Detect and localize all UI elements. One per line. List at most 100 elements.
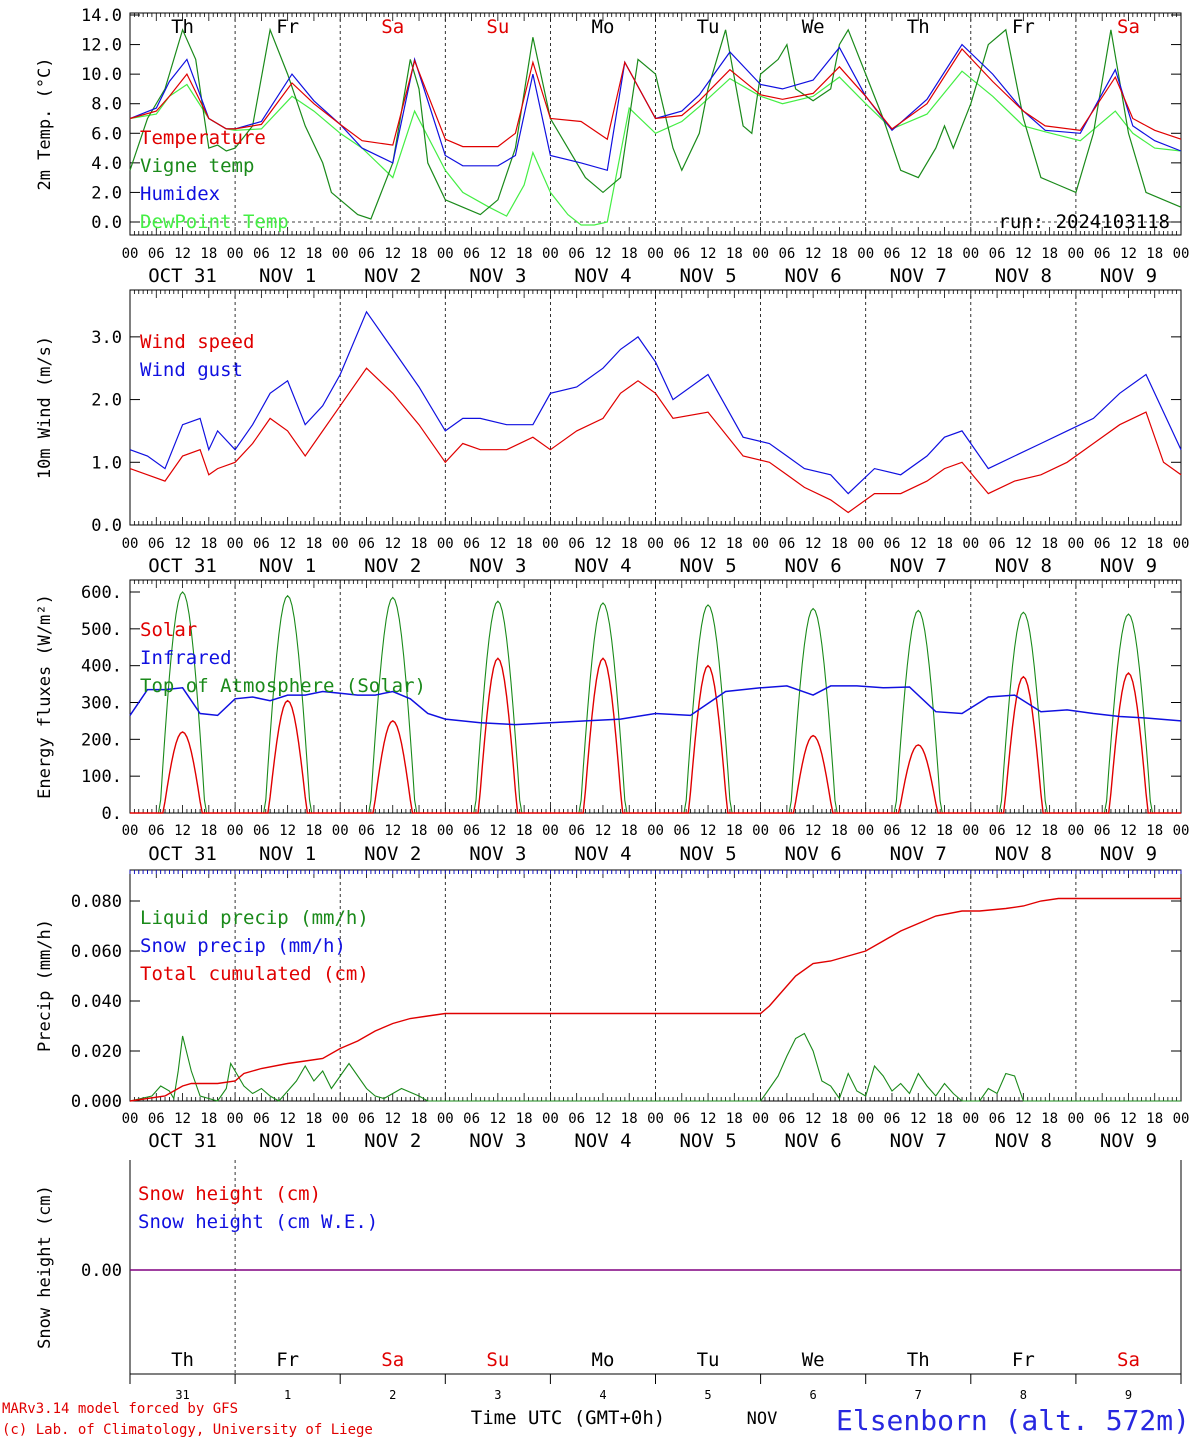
date-label: NOV 3 [469,265,526,287]
footer-model-text: MARv3.14 model forced by GFS [2,1401,238,1417]
weekday-label: Fr [276,1349,299,1371]
hour-tick-label: 06 [253,246,270,262]
y-tick-label: 1.0 [91,453,122,473]
legend-liquid-precip-mm-h-: Liquid precip (mm/h) [140,907,369,929]
weekday-label: Su [486,1349,509,1371]
footer: MARv3.14 model forced by GFS (c) Lab. of … [2,1401,1190,1438]
date-label: NOV 7 [890,843,947,865]
hour-tick-label: 00 [542,1111,559,1127]
weekday-label: Tu [697,1349,720,1371]
hour-tick-label: 18 [1041,246,1058,262]
hour-tick-label: 06 [884,246,901,262]
hour-tick-label: 06 [884,536,901,552]
panel-snow: 0.00 Snow height (cm) Snow height (cm) Snow… [35,1160,1182,1402]
hour-tick-label: 00 [857,823,874,839]
legend-solar: Solar [140,619,197,641]
y-tick-label: 0.080 [71,892,122,912]
hour-tick-label: 00 [542,823,559,839]
hour-tick-label: 06 [463,536,480,552]
hour-tick-label: 00 [1173,536,1190,552]
hour-tick-label: 00 [542,536,559,552]
hour-tick-label: 18 [1146,823,1163,839]
hour-tick-label: 18 [305,1111,322,1127]
y-tick-label: 2.0 [91,391,122,411]
hour-tick-label: 00 [227,823,244,839]
hour-tick-label: 12 [384,1111,401,1127]
hour-tick-label: 00 [1067,823,1084,839]
hour-tick-label: 06 [1094,536,1111,552]
hour-tick-label: 12 [174,246,191,262]
weekday-label: Th [907,1349,930,1371]
y-tick-label: 14.0 [81,6,122,26]
date-label: NOV 8 [995,1130,1052,1152]
panel-precip: 0.000 0.020 0.040 0.060 0.080 Precip (mm/h) Li… [35,869,1190,1152]
date-label: NOV 9 [1100,1130,1157,1152]
date-label: NOV 3 [469,555,526,577]
date-label: NOV 6 [785,265,842,287]
weekday-label: We [802,1349,825,1371]
liquid-precip-line [129,1032,1181,1102]
hour-tick-label: 18 [516,246,533,262]
date-label: NOV 7 [890,265,947,287]
date-label: NOV 4 [574,1130,631,1152]
legend-total-cumulated-cm-: Total cumulated (cm) [140,963,369,985]
legend-vigne-temp: Vigne temp [140,155,254,177]
hour-tick-label: 18 [621,536,638,552]
series-line [129,27,1182,220]
y-axis-label: Precip (mm/h) [35,919,55,1052]
hour-tick-label: 12 [910,823,927,839]
hour-tick-label: 00 [752,1111,769,1127]
legend-snow-height-cm-w-e-: Snow height (cm W.E.) [138,1211,378,1233]
hour-tick-label: 12 [279,536,296,552]
hour-tick-label: 18 [516,1111,533,1127]
y-axis-label: 2m Temp. (°C) [35,57,55,190]
date-label: OCT 31 [148,555,217,577]
hour-tick-label: 18 [305,823,322,839]
date-label: NOV 2 [364,843,421,865]
hour-tick-label: 00 [542,246,559,262]
y-axis-label: Snow height (cm) [35,1185,55,1349]
hour-tick-label: 00 [1173,1111,1190,1127]
hour-tick-label: 12 [279,823,296,839]
y-tick-label: 300. [81,694,122,714]
hour-tick-label: 06 [673,823,690,839]
weekday-label: Mo [592,16,615,38]
hour-tick-label: 06 [673,536,690,552]
legend-dewpoint-temp: DewPoint Temp [140,211,289,233]
hour-tick-label: 12 [910,1111,927,1127]
x-axis-label: Time UTC (GMT+0h) [471,1407,665,1429]
hour-tick-label: 00 [437,536,454,552]
hour-tick-label: 12 [700,1111,717,1127]
hour-tick-label: 18 [411,246,428,262]
hour-tick-label: 06 [568,246,585,262]
hour-tick-label: 12 [174,823,191,839]
hour-tick-label: 00 [227,246,244,262]
hour-tick-label: 00 [962,536,979,552]
hour-tick-label: 06 [778,536,795,552]
weekday-label: Fr [276,16,299,38]
date-label: NOV 8 [995,265,1052,287]
weekday-label: Sa [1117,1349,1140,1371]
hour-tick-label: 18 [831,536,848,552]
hour-tick-label: 18 [831,1111,848,1127]
y-tick-label: 10.0 [81,65,122,85]
hour-tick-label: 00 [332,823,349,839]
hour-tick-label: 18 [411,536,428,552]
hour-tick-label: 06 [884,1111,901,1127]
hour-tick-label: 00 [857,536,874,552]
y-tick-label: 0.000 [71,1092,122,1112]
hour-tick-label: 12 [910,536,927,552]
date-label: NOV 4 [574,555,631,577]
date-label: NOV 6 [785,843,842,865]
hour-tick-label: 06 [148,536,165,552]
date-label: NOV 7 [890,1130,947,1152]
y-tick-label: 0.020 [71,1042,122,1062]
weekday-label: Tu [697,16,720,38]
hour-tick-label: 06 [884,823,901,839]
hour-tick-label: 06 [253,823,270,839]
date-label: NOV 3 [469,1130,526,1152]
hour-tick-label: 00 [752,536,769,552]
hour-tick-label: 12 [595,536,612,552]
weekday-label: Th [907,16,930,38]
